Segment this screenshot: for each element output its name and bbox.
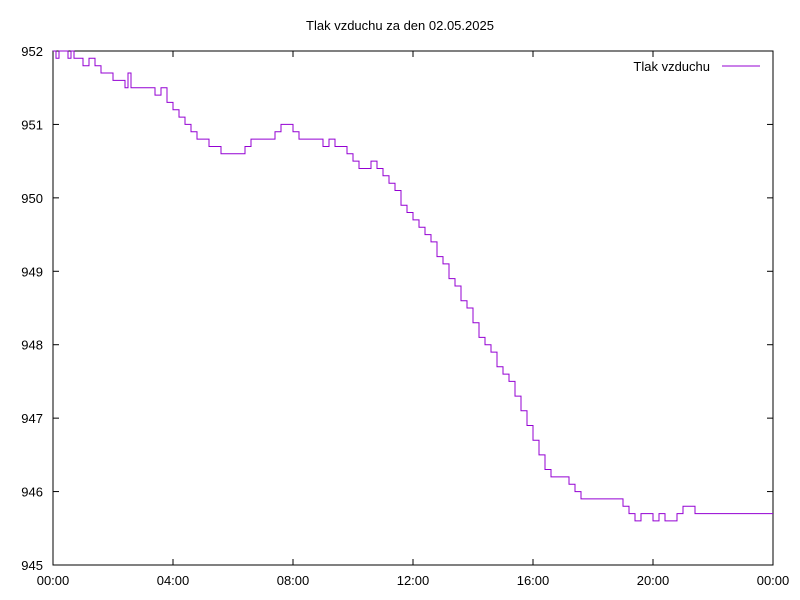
x-tick-label: 12:00 (397, 573, 430, 588)
x-tick-label: 16:00 (517, 573, 550, 588)
legend-label: Tlak vzduchu (633, 59, 710, 74)
plot-frame (52, 50, 774, 566)
axes: 945 946 947 948 949 950 951 952 00:00 04:00 08:00 1… (21, 44, 789, 588)
x-tick-label: 04:00 (157, 573, 190, 588)
chart-title: Tlak vzduchu za den 02.05.2025 (306, 18, 494, 33)
y-tick-label: 950 (21, 191, 43, 206)
series-line (53, 50, 773, 522)
y-tick-label: 948 (21, 338, 43, 353)
y-tick-label: 951 (21, 117, 43, 132)
y-tick-label: 945 (21, 558, 43, 573)
y-tick-label: 949 (21, 264, 43, 279)
legend: Tlak vzduchu (633, 59, 760, 74)
x-tick-label: 00:00 (757, 573, 790, 588)
x-tick-label: 00:00 (37, 573, 70, 588)
y-tick-label: 947 (21, 411, 43, 426)
y-tick-label: 946 (21, 485, 43, 500)
y-tick-label: 952 (21, 44, 43, 59)
x-tick-label: 08:00 (277, 573, 310, 588)
x-tick-label: 20:00 (637, 573, 670, 588)
series-layer (53, 50, 773, 522)
